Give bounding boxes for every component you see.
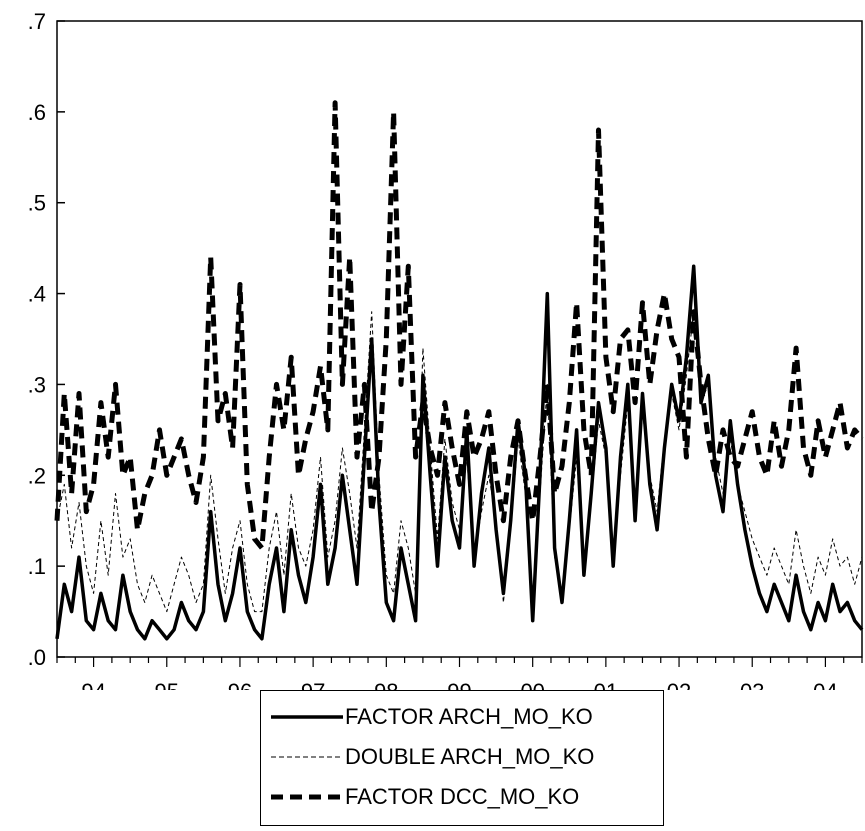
x-axis: 94 95 96 97 98 99 00 01 02 03 04 <box>56 657 863 690</box>
x-tick-label: 97 <box>301 679 325 690</box>
series-layer <box>54 100 864 641</box>
x-tick-label: 02 <box>667 679 691 690</box>
plot-frame <box>56 20 863 658</box>
legend-item-double-arch: DOUBLE ARCH_MO_KO <box>261 739 663 775</box>
x-tick-label: 98 <box>374 679 398 690</box>
series-line-1 <box>56 311 863 613</box>
y-tick-label: .5 <box>28 191 46 216</box>
y-tick-label: .7 <box>28 9 46 34</box>
legend-swatch-solid <box>271 715 343 719</box>
x-tick-label: 96 <box>228 679 252 690</box>
x-tick-label: 94 <box>81 679 105 690</box>
y-tick-label: .0 <box>28 645 46 670</box>
x-tick-label: 01 <box>594 679 618 690</box>
y-tick-label: .4 <box>28 282 46 307</box>
y-tick-label: .2 <box>28 463 46 488</box>
legend-item-factor-dcc: FACTOR DCC_MO_KO <box>261 779 663 815</box>
legend-label: FACTOR DCC_MO_KO <box>345 784 580 809</box>
legend-label: DOUBLE ARCH_MO_KO <box>345 744 595 769</box>
x-tick-label: 95 <box>155 679 179 690</box>
x-tick-label: 00 <box>520 679 544 690</box>
x-tick-label: 03 <box>740 679 764 690</box>
chart: .0 .1 .2 .3 .4 .5 .6 .7 94 95 96 97 98 99 00 01 02 03 04 <box>28 9 864 690</box>
y-tick-label: .3 <box>28 372 46 397</box>
y-tick-label: .1 <box>28 554 46 579</box>
x-tick-label: 99 <box>447 679 471 690</box>
legend-label: FACTOR ARCH_MO_KO <box>345 704 593 729</box>
legend-item-factor-arch: FACTOR ARCH_MO_KO <box>261 699 663 735</box>
legend-swatch-thin-dashed <box>271 756 343 758</box>
legend: FACTOR ARCH_MO_KO DOUBLE ARCH_MO_KO FACT… <box>260 690 664 826</box>
y-axis: .0 .1 .2 .3 .4 .5 .6 .7 <box>28 9 65 670</box>
x-tick-label: 04 <box>813 679 837 690</box>
legend-swatch-thick-dashed <box>271 794 343 800</box>
y-tick-label: .6 <box>28 100 46 125</box>
series-line-2 <box>54 100 864 551</box>
